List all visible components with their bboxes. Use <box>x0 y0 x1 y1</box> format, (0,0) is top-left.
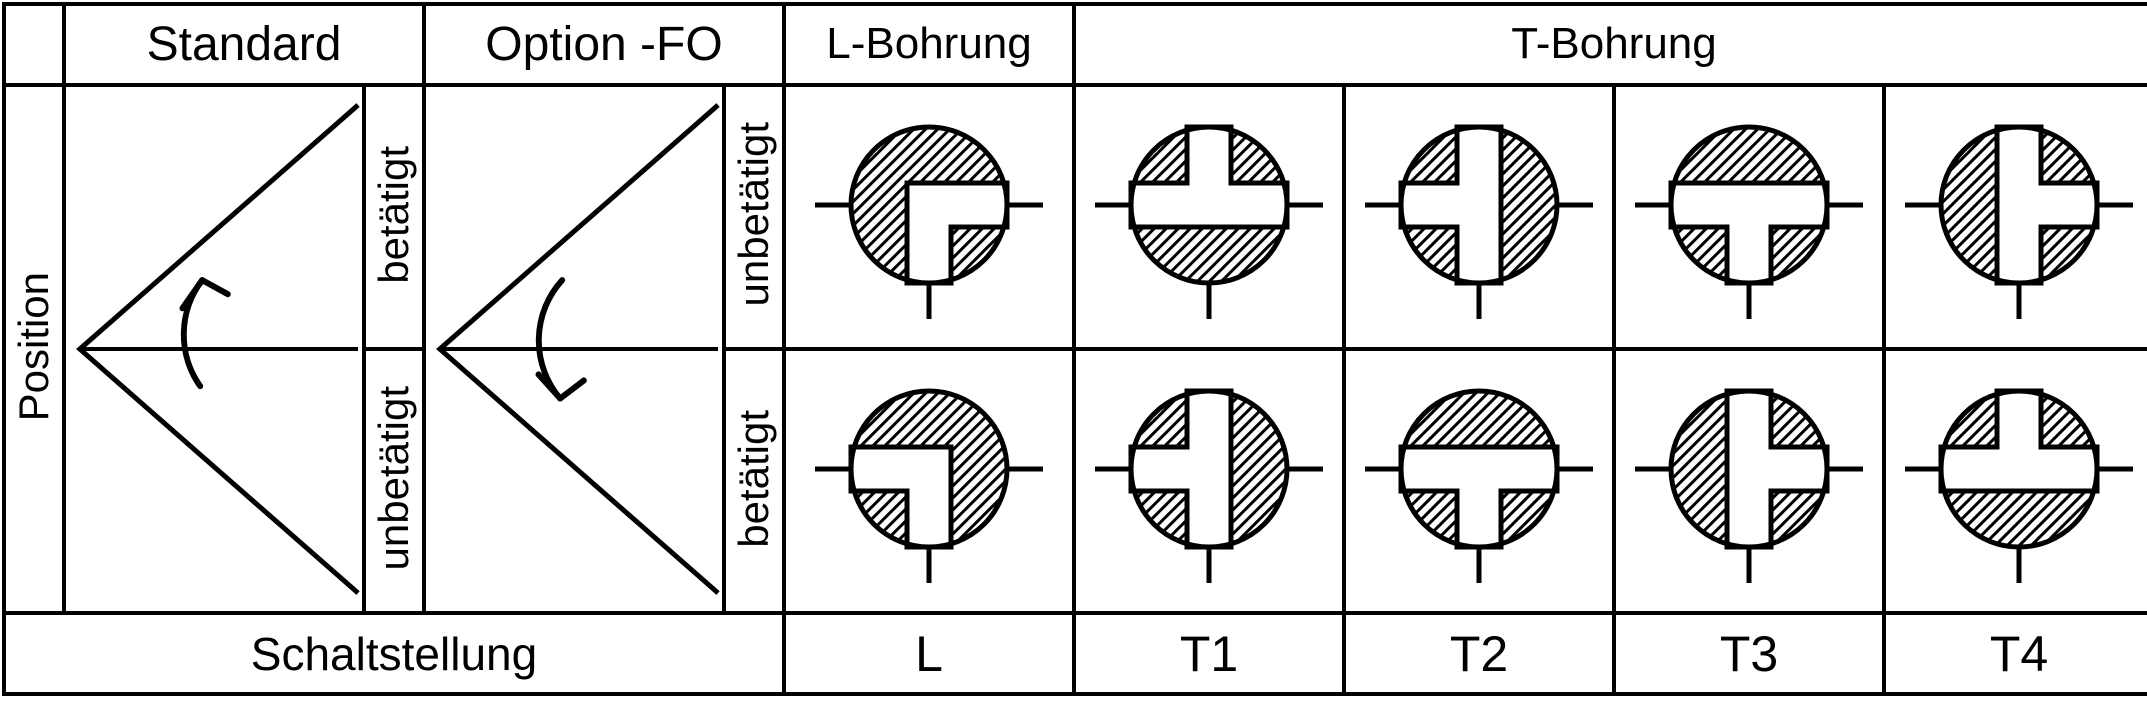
row-label-standard-bottom: unbetätigt <box>364 349 424 613</box>
header-l-bohrung: L-Bohrung <box>784 4 1074 85</box>
valve-position-table: Standard Option -FO L-Bohrung T-Bohrung … <box>2 2 2147 696</box>
footer-label-T1: T1 <box>1074 613 1344 694</box>
header-t-bohrung: T-Bohrung <box>1074 4 2147 85</box>
footer-label-T4: T4 <box>1884 613 2147 694</box>
footer-label-L: L <box>784 613 1074 694</box>
valve-L-top <box>784 85 1074 349</box>
header-standard: Standard <box>64 4 424 85</box>
footer-label-T2: T2 <box>1344 613 1614 694</box>
valve-L-bot <box>784 349 1074 613</box>
valve-T1-top <box>1074 85 1344 349</box>
row-label-option-top: unbetätigt <box>724 85 784 349</box>
footer-label-T3: T3 <box>1614 613 1884 694</box>
header-option-fo: Option -FO <box>424 4 784 85</box>
row-label-position: Position <box>4 85 64 613</box>
valve-T2-bot <box>1344 349 1614 613</box>
valve-T1-bot <box>1074 349 1344 613</box>
row-label-standard-top: betätigt <box>364 85 424 349</box>
valve-T3-bot <box>1614 349 1884 613</box>
position-symbol-standard <box>64 85 364 613</box>
position-symbol-option <box>424 85 724 613</box>
row-label-option-bottom: betätigt <box>724 349 784 613</box>
valve-T2-top <box>1344 85 1614 349</box>
valve-T4-bot <box>1884 349 2147 613</box>
header-blank <box>4 4 64 85</box>
valve-T4-top <box>1884 85 2147 349</box>
valve-T3-top <box>1614 85 1884 349</box>
footer-schaltstellung: Schaltstellung <box>4 613 784 694</box>
